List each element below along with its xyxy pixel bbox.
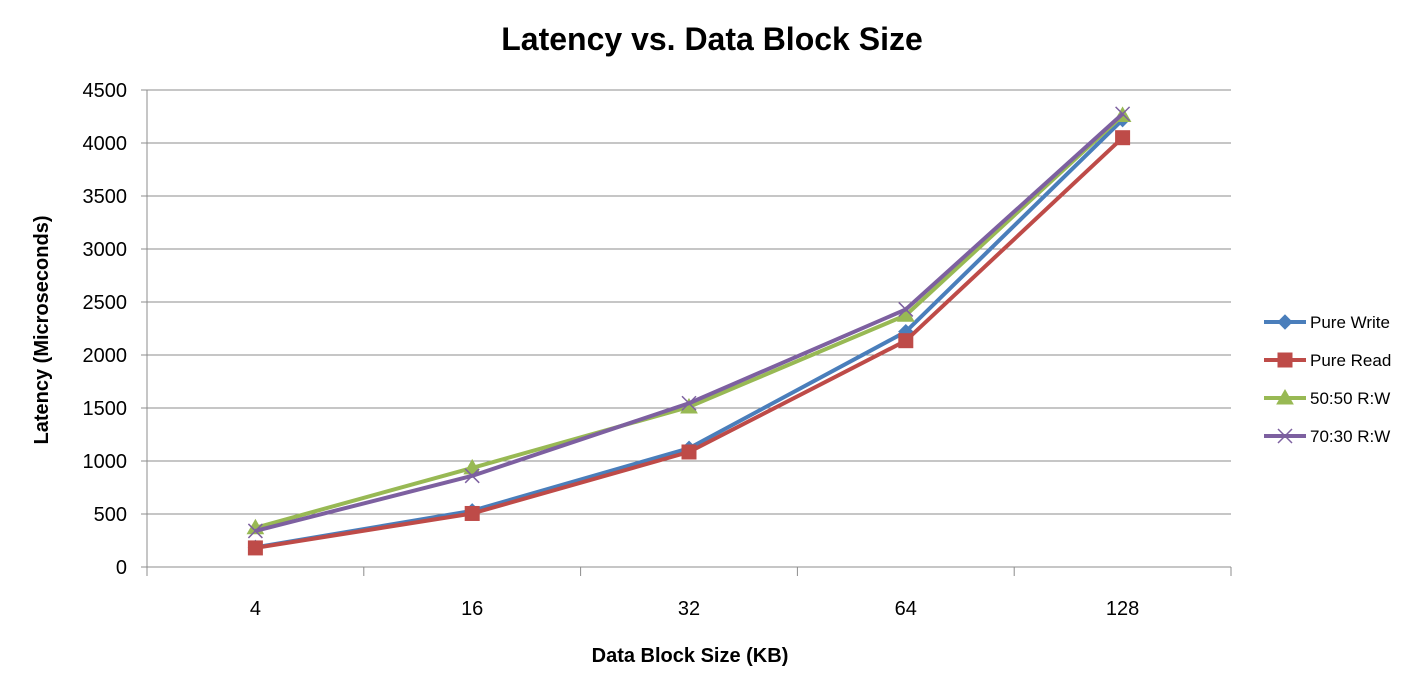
legend-item-0: Pure Write <box>1264 313 1390 332</box>
y-tick-labels: 0 500 1000 1500 2000 2500 3000 3500 4000 4500 <box>83 80 128 579</box>
series-1 <box>247 130 1131 556</box>
y-axis-title: Latency (Microseconds) <box>31 216 53 445</box>
legend-marker-1 <box>1277 352 1293 368</box>
point-1-3 <box>898 333 914 349</box>
legend-label-1: Pure Read <box>1310 351 1391 370</box>
legend-item-1: Pure Read <box>1264 351 1391 370</box>
chart-title: Latency vs. Data Block Size <box>501 21 923 57</box>
x-tick-labels: 4 16 32 64 128 <box>250 598 1139 620</box>
series-line-3 <box>254 112 1124 533</box>
series-0 <box>247 111 1131 556</box>
point-1-2 <box>681 444 697 460</box>
point-3-0 <box>247 523 263 539</box>
legend-label-3: 70:30 R:W <box>1310 427 1390 446</box>
point-3-2 <box>681 395 697 411</box>
legend-marker-0 <box>1277 314 1293 330</box>
y-tick-label-6: 3000 <box>83 239 128 261</box>
y-tick-label-7: 3500 <box>83 186 128 208</box>
series-line-1 <box>255 136 1124 550</box>
y-tick-label-1: 500 <box>94 504 127 526</box>
y-tick-label-5: 2500 <box>83 292 128 314</box>
series-line-0 <box>255 118 1124 550</box>
y-tick-label-4: 2000 <box>83 345 128 367</box>
legend-item-2: 50:50 R:W <box>1264 388 1390 408</box>
point-1-1 <box>464 505 480 521</box>
y-tick-label-9: 4500 <box>83 80 128 102</box>
legend-item-3: 70:30 R:W <box>1264 427 1390 446</box>
x-tick-label-2: 32 <box>678 598 700 620</box>
point-1-0 <box>247 540 263 556</box>
x-axis-title: Data Block Size (KB) <box>592 645 789 667</box>
legend: Pure Write Pure Read 50:50 R:W 70:30 R:W <box>1264 313 1391 446</box>
legend-marker-3 <box>1277 428 1293 444</box>
axes <box>141 89 1232 576</box>
y-tick-label-2: 1000 <box>83 451 128 473</box>
x-tick-label-4: 128 <box>1106 598 1139 620</box>
legend-marker-2 <box>1276 388 1294 405</box>
x-tick-label-1: 16 <box>461 598 483 620</box>
point-3-3 <box>898 301 914 317</box>
series-2 <box>246 106 1132 535</box>
point-1-4 <box>1115 130 1131 146</box>
legend-label-2: 50:50 R:W <box>1310 389 1390 408</box>
point-3-1 <box>464 468 480 484</box>
y-tick-label-0: 0 <box>116 557 127 579</box>
series-3 <box>247 106 1131 539</box>
y-tick-label-3: 1500 <box>83 398 128 420</box>
series-group <box>246 106 1132 556</box>
y-tick-label-8: 4000 <box>83 133 128 155</box>
legend-label-0: Pure Write <box>1310 313 1390 332</box>
series-line-2 <box>254 113 1124 530</box>
x-tick-label-0: 4 <box>250 598 261 620</box>
point-3-4 <box>1115 106 1131 122</box>
gridlines <box>147 89 1231 515</box>
x-tick-label-3: 64 <box>895 598 917 620</box>
